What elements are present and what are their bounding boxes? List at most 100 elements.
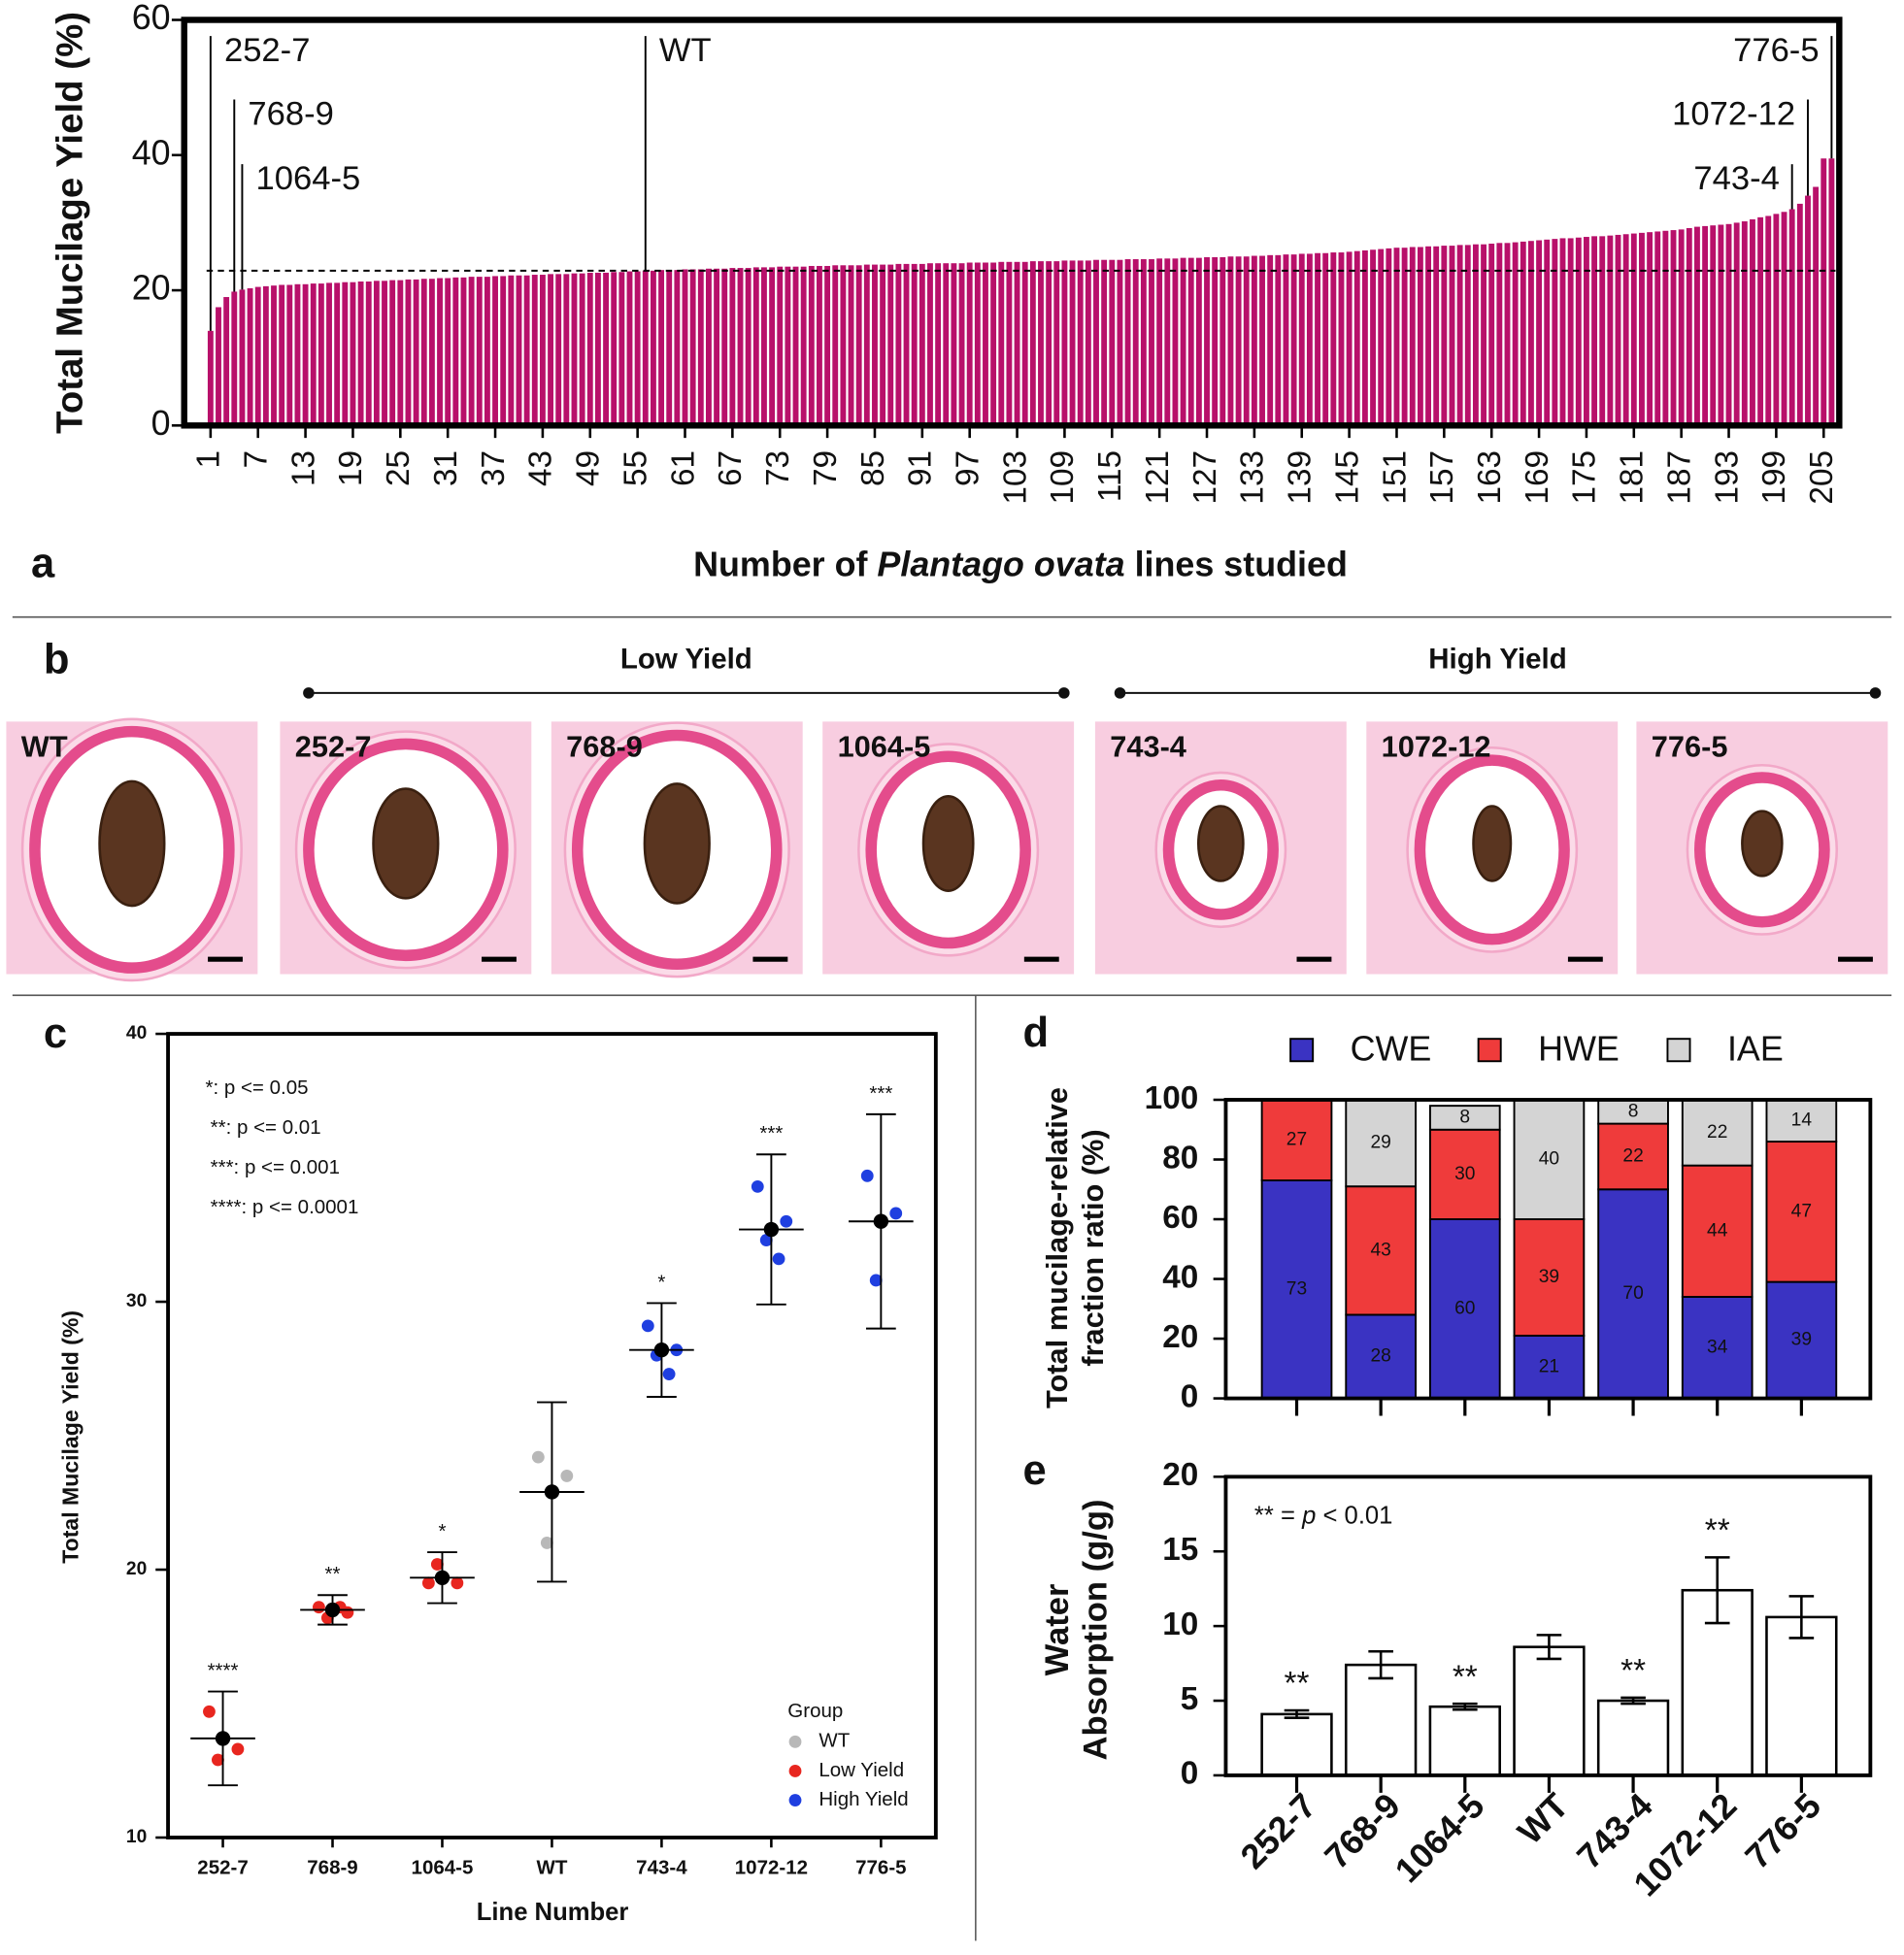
bar [500, 276, 507, 426]
bar [626, 271, 633, 426]
bar [1370, 249, 1376, 426]
bar [1401, 248, 1408, 426]
bar [1813, 186, 1820, 426]
y-tick-label: 0 [151, 404, 171, 443]
bar [808, 265, 815, 426]
significance: ** [325, 1563, 341, 1585]
bar [958, 263, 965, 426]
x-tick-label: 31 [428, 450, 464, 486]
value-label: 40 [1539, 1149, 1559, 1170]
annotation-label: 252-7 [224, 32, 310, 69]
x-tick-label: 1064-5 [1387, 1786, 1491, 1890]
y-tick-label: 20 [1162, 1457, 1198, 1493]
bar [658, 270, 665, 426]
x-tick-label: 163 [1472, 450, 1508, 505]
bar [1433, 246, 1440, 426]
bar [342, 282, 349, 426]
x-tick-label: 25 [381, 450, 417, 486]
legend-swatch [1289, 1038, 1315, 1063]
y-tick-label: 40 [1162, 1259, 1198, 1295]
x-tick-label: 85 [855, 450, 891, 486]
legend-swatch [788, 1735, 802, 1748]
bar [674, 270, 681, 426]
x-tick-label: 109 [1045, 450, 1081, 505]
bar [523, 275, 530, 426]
value-label: 14 [1791, 1110, 1813, 1131]
annotation-label: 1072-12 [1672, 95, 1795, 132]
x-tick-label: WT [537, 1856, 568, 1878]
bar [911, 263, 918, 426]
mean-point [873, 1213, 889, 1229]
x-tick-label: 205 [1804, 450, 1840, 505]
bar [1750, 218, 1755, 426]
bar-segment [1513, 1218, 1586, 1337]
y-tick-label: 20 [1162, 1319, 1198, 1355]
bar [792, 266, 799, 426]
significance: **** [208, 1660, 239, 1682]
bar [317, 283, 324, 426]
bar [1298, 253, 1305, 426]
y-axis-label: Absorption (g/g) [1078, 1499, 1115, 1760]
bar [1361, 249, 1368, 426]
bar [1393, 248, 1400, 426]
panel-letter: a [31, 541, 55, 587]
bar [1149, 259, 1154, 426]
y-axis-label: Total Mucilage Yield (%) [57, 1310, 83, 1564]
bar [1378, 249, 1385, 426]
image-caption: WT [21, 730, 68, 764]
mean-point [434, 1570, 451, 1585]
image-caption: 1064-5 [838, 730, 931, 764]
bar [437, 278, 443, 426]
mean-point [324, 1602, 341, 1618]
value-label: 22 [1707, 1122, 1727, 1143]
significance: ** [1620, 1653, 1646, 1689]
bar [1765, 1615, 1838, 1777]
bar [1417, 247, 1423, 426]
data-point [430, 1558, 444, 1571]
note: ***: p <= 0.001 [211, 1156, 340, 1178]
bar [761, 267, 767, 426]
value-label: 8 [1628, 1101, 1639, 1121]
data-point [531, 1450, 545, 1464]
bar [943, 263, 950, 426]
x-tick-label: 115 [1092, 450, 1128, 502]
data-point [421, 1576, 435, 1590]
legend-swatch [788, 1765, 802, 1777]
x-tick-label: 1 [191, 450, 227, 469]
bar [594, 272, 601, 426]
mean-point [763, 1221, 780, 1238]
bar [1702, 225, 1709, 426]
bar-segment [1597, 1188, 1669, 1400]
bar-segment [1513, 1099, 1586, 1220]
seed [1196, 805, 1245, 882]
bar [1481, 244, 1486, 426]
bar [1117, 259, 1123, 426]
y-tick-label: 60 [1162, 1200, 1198, 1236]
group-label: High Yield [1428, 643, 1566, 675]
bar [1686, 227, 1692, 426]
seed [98, 779, 166, 908]
bar [445, 278, 451, 426]
bar [887, 264, 894, 426]
panel-letter: d [1023, 1010, 1050, 1056]
plot-frame [181, 17, 1843, 429]
y-tick-label: 15 [1162, 1532, 1198, 1568]
bar [1346, 251, 1353, 426]
bar [642, 270, 649, 426]
x-tick-label: 776-5 [1738, 1786, 1828, 1876]
data-point [212, 1753, 224, 1767]
bar [855, 265, 862, 426]
bar [1164, 258, 1171, 426]
bar [1425, 246, 1431, 426]
bar [1061, 260, 1068, 426]
legend-label: CWE [1351, 1029, 1432, 1068]
data-point [641, 1319, 654, 1333]
bar [1014, 261, 1020, 426]
x-tick-label: 743-4 [636, 1856, 687, 1878]
x-tick-label: 67 [713, 450, 749, 486]
bar [382, 281, 387, 426]
bar [294, 283, 301, 426]
x-axis-label: Number of Plantago ovata lines studied [693, 546, 1348, 584]
bar [1662, 230, 1669, 426]
plot-frame [1223, 1098, 1873, 1401]
